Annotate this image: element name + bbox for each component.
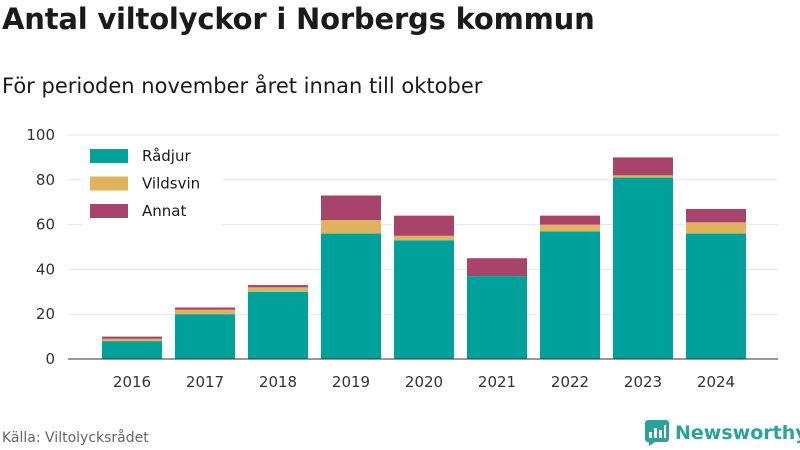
y-tick-label: 80 [36,171,55,189]
bar-segment [102,338,162,342]
bar-segment [540,224,600,232]
x-tick-label: 2016 [113,373,151,391]
bar-segment [686,208,746,223]
bar-segment [248,287,308,292]
x-tick-label: 2017 [186,373,224,391]
chart-subtitle: För perioden november året innan till ok… [2,74,483,98]
bar-segment [248,291,308,359]
legend-label: Rådjur [142,147,191,165]
legend-label: Vildsvin [142,175,200,193]
newsworthy-bars-icon [645,420,669,446]
y-tick-label: 60 [36,216,55,234]
x-tick-label: 2023 [624,373,662,391]
legend-swatch [90,176,128,191]
x-tick-label: 2020 [405,373,443,391]
bar-segment [394,240,454,359]
bar-segment [321,195,381,221]
y-tick-label: 0 [45,350,55,368]
bar-segment [175,307,235,310]
bar-segment [394,235,454,241]
legend-swatch [90,204,128,218]
bar-segment [394,215,454,236]
newsworthy-logo: Newsworthy [645,420,800,446]
y-tick-label: 40 [36,260,55,278]
brand-name: Newsworthy [675,422,800,444]
bar-segment [686,233,746,359]
bar-segment [613,157,673,176]
bar-segment [321,220,381,234]
x-tick-label: 2024 [697,373,735,391]
x-tick-label: 2022 [551,373,589,391]
y-tick-label: 100 [26,126,55,144]
bar-segment [613,175,673,178]
bar-segment [467,258,527,277]
y-tick-label: 20 [36,305,55,323]
chart-title: Antal viltolyckor i Norbergs kommun [2,2,595,36]
bar-segment [248,285,308,288]
bar-segment [321,233,381,359]
legend-label: Annat [142,202,186,220]
bar-segment [175,314,235,359]
bar-segment [102,336,162,339]
bar-segment [467,276,527,359]
bar-segment [540,215,600,225]
bar-segment [540,231,600,359]
legend-swatch [90,149,128,163]
x-tick-label: 2021 [478,373,516,391]
bar-segment [175,309,235,315]
x-tick-label: 2019 [332,373,370,391]
bar-segment [102,341,162,359]
x-tick-label: 2018 [259,373,297,391]
bar-segment [613,177,673,359]
bar-segment [686,222,746,234]
source-note: Källa: Viltolycksrådet [2,430,149,446]
